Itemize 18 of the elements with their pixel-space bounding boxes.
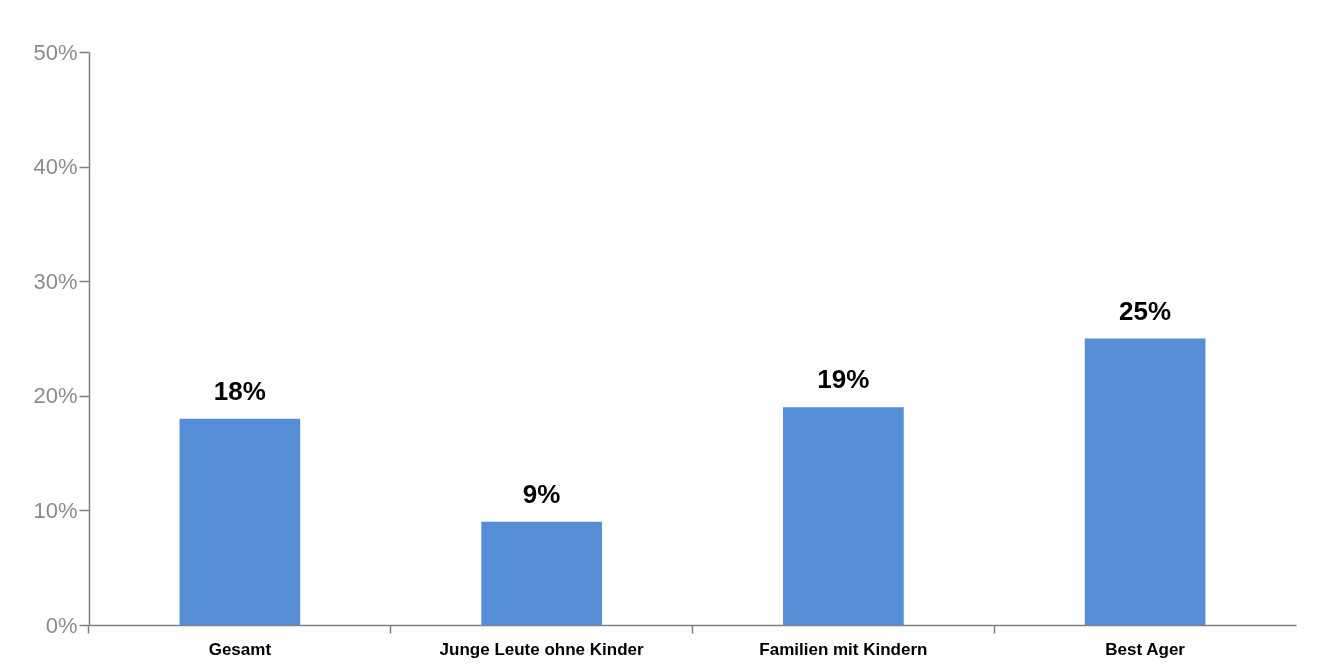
x-tick-label: Junge Leute ohne Kinder — [439, 639, 645, 659]
y-tick-label: 50% — [33, 39, 78, 65]
y-tick-label: 40% — [33, 154, 78, 180]
bar — [1084, 338, 1206, 625]
x-tick-label: Gesamt — [208, 639, 272, 659]
y-tick-label: 10% — [33, 497, 78, 523]
y-tick-label: 20% — [33, 383, 78, 409]
data-label: 18% — [213, 375, 266, 406]
data-label: 9% — [522, 478, 561, 509]
bar — [179, 418, 301, 625]
data-label: 25% — [1119, 295, 1172, 326]
bar — [783, 407, 904, 625]
y-tick-label: 0% — [45, 612, 78, 638]
data-label: 19% — [817, 364, 870, 395]
bar — [481, 521, 602, 625]
y-tick-label: 30% — [33, 268, 78, 294]
x-tick-label: Familien mit Kindern — [759, 639, 928, 659]
x-tick-label: Best Ager — [1105, 639, 1186, 659]
